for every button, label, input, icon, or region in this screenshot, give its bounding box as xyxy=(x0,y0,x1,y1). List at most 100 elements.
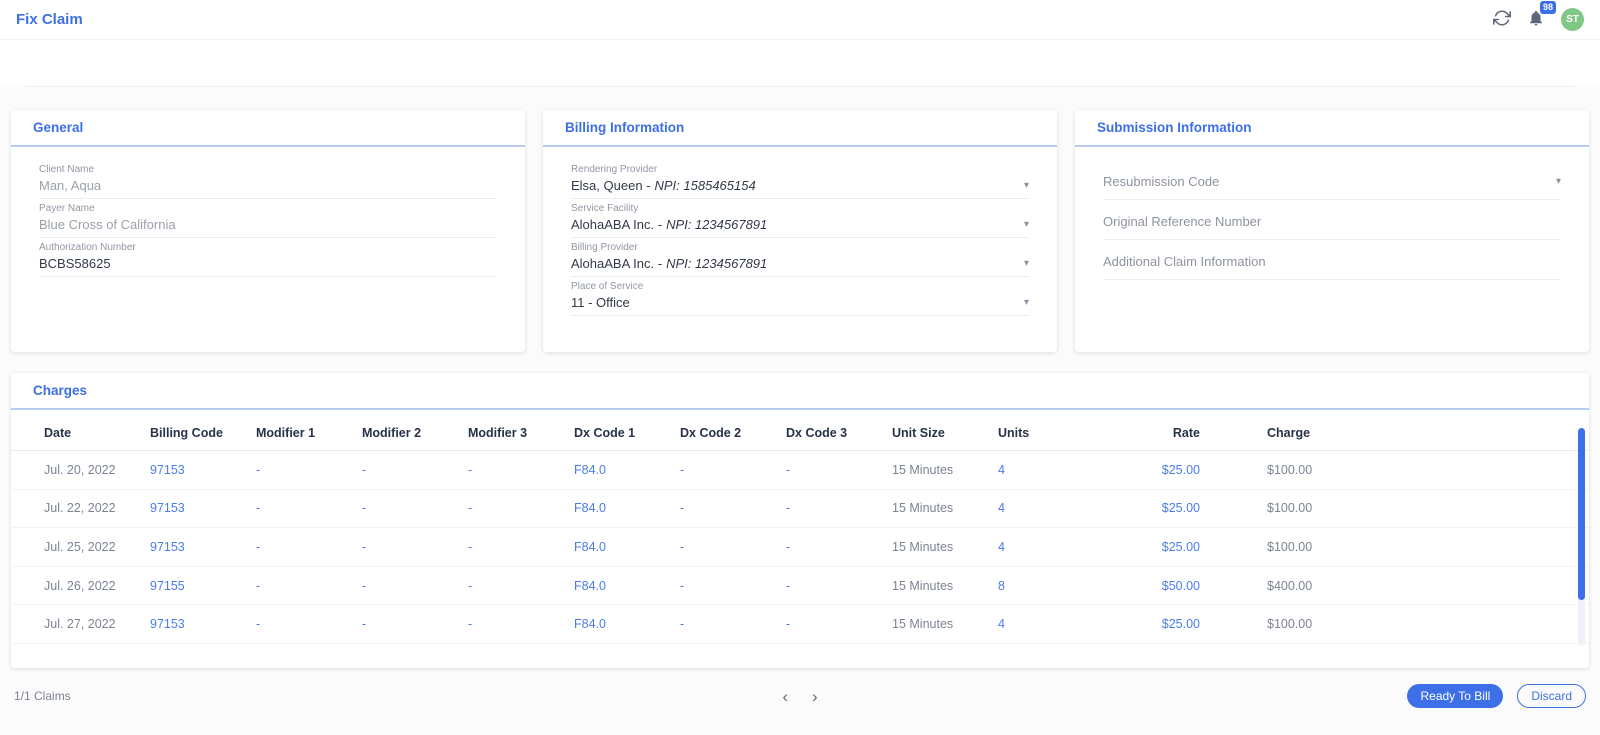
additional-claim-information-input[interactable]: Additional Claim Information xyxy=(1103,254,1561,280)
cell-dx-code-2: - xyxy=(680,462,685,477)
authorization-number-label: Authorization Number xyxy=(39,242,136,253)
column-header-date: Date xyxy=(44,426,72,440)
service-facility-field: Service Facility AlohaABA Inc. - NPI: 12… xyxy=(571,203,1029,238)
rendering-provider-select[interactable]: Elsa, Queen - NPI: 1585465154 ▾ xyxy=(571,178,1029,199)
submission-card-body: Resubmission Code ▾ Original Reference N… xyxy=(1075,147,1589,280)
cell-billing-code[interactable]: 97153 xyxy=(150,617,185,632)
cell-date: Jul. 25, 2022 xyxy=(44,539,116,554)
cell-modifier-1: - xyxy=(256,539,261,554)
cell-modifier-3: - xyxy=(468,462,473,477)
cell-units[interactable]: 4 xyxy=(998,539,1005,554)
charges-table-row: Jul. 22, 2022 97153 - - - F84.0 - - 15 M… xyxy=(11,490,1589,529)
cell-dx-code-3: - xyxy=(786,578,791,593)
cell-billing-code[interactable]: 97153 xyxy=(150,539,185,554)
cell-modifier-1: - xyxy=(256,578,261,593)
discard-button[interactable]: Discard xyxy=(1517,684,1586,708)
client-name-label: Client Name xyxy=(39,164,95,175)
previous-claim-button[interactable]: ‹ xyxy=(778,688,792,705)
cell-charge: $100.00 xyxy=(1267,539,1313,554)
charges-table-row: Jul. 20, 2022 97153 - - - F84.0 - - 15 M… xyxy=(11,451,1589,490)
cell-rate[interactable]: $50.00 xyxy=(1161,578,1200,593)
cell-unit-size: 15 Minutes xyxy=(892,462,954,477)
charges-card-header: Charges xyxy=(11,373,1589,410)
column-header-modifier-3: Modifier 3 xyxy=(468,426,528,440)
column-header-dx-code-3: Dx Code 3 xyxy=(786,426,848,440)
notification-badge: 98 xyxy=(1539,1,1556,14)
cell-units[interactable]: 4 xyxy=(998,617,1005,632)
billing-card-body: Rendering Provider Elsa, Queen - NPI: 15… xyxy=(543,147,1057,316)
place-of-service-field: Place of Service 11 - Office ▾ xyxy=(571,281,1029,316)
billing-provider-label: Billing Provider xyxy=(571,242,638,253)
table-scrollbar-thumb[interactable] xyxy=(1578,428,1585,600)
general-card-header: General xyxy=(11,110,525,147)
column-header-billing-code: Billing Code xyxy=(150,426,223,440)
authorization-number-input[interactable]: BCBS58625 xyxy=(39,256,497,277)
general-card-title: General xyxy=(33,120,84,135)
charges-table-row: Jul. 26, 2022 97155 - - - F84.0 - - 15 M… xyxy=(11,567,1589,606)
table-scrollbar-track[interactable] xyxy=(1578,428,1585,646)
cell-dx-code-3: - xyxy=(786,462,791,477)
charges-table-header: Date Billing Code Modifier 1 Modifier 2 … xyxy=(11,410,1589,451)
cell-dx-code-1[interactable]: F84.0 xyxy=(574,501,606,516)
cell-dx-code-3: - xyxy=(786,501,791,516)
general-card-body: Client Name Man, Aqua Payer Name Blue Cr… xyxy=(11,147,525,277)
cell-rate[interactable]: $25.00 xyxy=(1161,462,1200,477)
billing-provider-field: Billing Provider AlohaABA Inc. - NPI: 12… xyxy=(571,242,1029,277)
sync-button[interactable] xyxy=(1493,9,1511,30)
place-of-service-select[interactable]: 11 - Office ▾ xyxy=(571,295,1029,316)
cell-dx-code-2: - xyxy=(680,578,685,593)
charges-card: Charges Date Billing Code Modifier 1 Mod… xyxy=(11,373,1589,668)
cell-units[interactable]: 8 xyxy=(998,578,1005,593)
place-of-service-label: Place of Service xyxy=(571,281,644,292)
info-cards-row: General Client Name Man, Aqua Payer Name… xyxy=(11,110,1589,352)
divider xyxy=(25,86,1575,87)
cell-dx-code-1[interactable]: F84.0 xyxy=(574,578,606,593)
resubmission-code-select[interactable]: Resubmission Code ▾ xyxy=(1103,174,1561,200)
cell-dx-code-1[interactable]: F84.0 xyxy=(574,617,606,632)
service-facility-select[interactable]: AlohaABA Inc. - NPI: 1234567891 ▾ xyxy=(571,217,1029,238)
original-reference-number-placeholder: Original Reference Number xyxy=(1103,214,1262,229)
service-facility-value: AlohaABA Inc. - xyxy=(571,217,663,232)
toolbar-strip xyxy=(0,40,1600,87)
cell-charge: $100.00 xyxy=(1267,617,1313,632)
cell-charge: $100.00 xyxy=(1267,501,1313,516)
cell-charge: $100.00 xyxy=(1267,462,1313,477)
cell-rate[interactable]: $25.00 xyxy=(1161,501,1200,516)
column-header-units: Units xyxy=(998,426,1030,440)
billing-provider-value: AlohaABA Inc. - xyxy=(571,256,663,271)
submission-information-card: Submission Information Resubmission Code… xyxy=(1075,110,1589,352)
cell-billing-code[interactable]: 97153 xyxy=(150,501,185,516)
billing-provider-select[interactable]: AlohaABA Inc. - NPI: 1234567891 ▾ xyxy=(571,256,1029,277)
column-header-modifier-1: Modifier 1 xyxy=(256,426,316,440)
billing-information-card: Billing Information Rendering Provider E… xyxy=(543,110,1057,352)
cell-modifier-2: - xyxy=(362,462,367,477)
authorization-number-field: Authorization Number BCBS58625 xyxy=(39,242,497,277)
rendering-provider-value: Elsa, Queen - xyxy=(571,178,651,193)
client-name-field: Client Name Man, Aqua xyxy=(39,164,497,199)
footer-bar: 1/1 Claims ‹ › Ready To Bill Discard xyxy=(14,684,1586,708)
column-header-unit-size: Unit Size xyxy=(892,426,945,440)
original-reference-number-input[interactable]: Original Reference Number xyxy=(1103,214,1561,240)
service-facility-label: Service Facility xyxy=(571,203,639,214)
cell-rate[interactable]: $25.00 xyxy=(1161,539,1200,554)
cell-billing-code[interactable]: 97153 xyxy=(150,462,185,477)
page-title: Fix Claim xyxy=(16,11,83,28)
submission-card-header: Submission Information xyxy=(1075,110,1589,147)
cell-dx-code-2: - xyxy=(680,617,685,632)
avatar[interactable]: ST xyxy=(1561,8,1584,31)
cell-units[interactable]: 4 xyxy=(998,501,1005,516)
cell-units[interactable]: 4 xyxy=(998,462,1005,477)
next-claim-button[interactable]: › xyxy=(808,688,822,705)
column-header-rate: Rate xyxy=(1172,426,1200,440)
cell-rate[interactable]: $25.00 xyxy=(1161,617,1200,632)
chevron-down-icon: ▾ xyxy=(1555,175,1561,187)
cell-unit-size: 15 Minutes xyxy=(892,578,954,593)
ready-to-bill-button[interactable]: Ready To Bill xyxy=(1407,684,1504,708)
cell-dx-code-1[interactable]: F84.0 xyxy=(574,539,606,554)
cell-dx-code-1[interactable]: F84.0 xyxy=(574,462,606,477)
column-header-dx-code-2: Dx Code 2 xyxy=(680,426,742,440)
notifications-button[interactable]: 98 xyxy=(1527,1,1556,30)
top-app-bar: Fix Claim 98 ST xyxy=(0,0,1600,40)
cell-dx-code-3: - xyxy=(786,617,791,632)
cell-billing-code[interactable]: 97155 xyxy=(150,578,185,593)
